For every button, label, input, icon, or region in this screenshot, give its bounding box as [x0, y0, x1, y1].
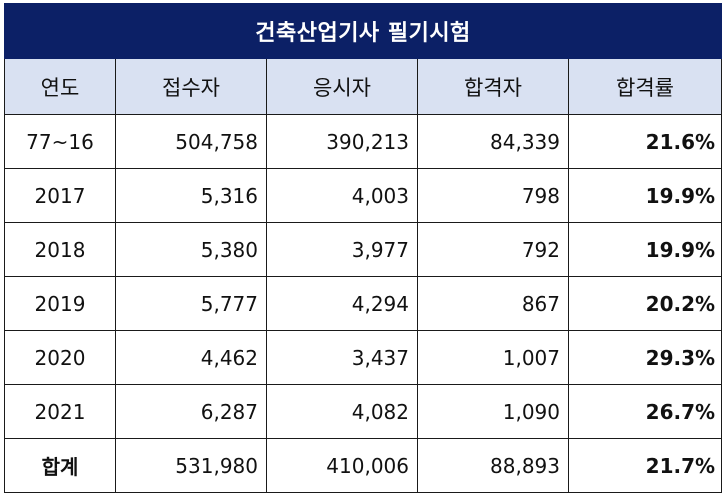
applicants-cell: 5,777	[115, 276, 267, 331]
passers-cell: 84,339	[417, 114, 569, 169]
table-row: 2019 5,777 4,294 867 20.2%	[4, 276, 723, 331]
pass-rate-cell: 20.2%	[567, 276, 723, 331]
header-examinees: 응시자	[266, 58, 418, 115]
applicants-cell: 5,380	[115, 222, 267, 277]
examinees-cell: 390,213	[266, 114, 418, 169]
total-passers-cell: 88,893	[417, 438, 569, 493]
table-row: 2017 5,316 4,003 798 19.9%	[4, 168, 723, 223]
exam-stats-table: 건축산업기사 필기시험 연도 접수자 응시자 합격자 합격률 77~16 504…	[3, 3, 723, 493]
pass-rate-cell: 19.9%	[567, 222, 723, 277]
year-cell: 2021	[4, 384, 116, 439]
passers-cell: 1,090	[417, 384, 569, 439]
header-applicants: 접수자	[115, 58, 267, 115]
total-examinees-cell: 410,006	[266, 438, 418, 493]
passers-cell: 1,007	[417, 330, 569, 385]
header-year: 연도	[4, 58, 116, 115]
passers-cell: 867	[417, 276, 569, 331]
pass-rate-cell: 29.3%	[567, 330, 723, 385]
year-cell: 2018	[4, 222, 116, 277]
examinees-cell: 4,082	[266, 384, 418, 439]
table-row: 2020 4,462 3,437 1,007 29.3%	[4, 330, 723, 385]
pass-rate-cell: 19.9%	[567, 168, 723, 223]
exam-stats-table-container: 건축산업기사 필기시험 연도 접수자 응시자 합격자 합격률 77~16 504…	[3, 3, 723, 493]
year-cell: 2017	[4, 168, 116, 223]
table-row: 77~16 504,758 390,213 84,339 21.6%	[4, 114, 723, 169]
pass-rate-cell: 21.6%	[567, 114, 723, 169]
total-label: 합계	[4, 438, 116, 493]
header-pass-rate: 합격률	[567, 58, 723, 115]
applicants-cell: 504,758	[115, 114, 267, 169]
examinees-cell: 3,977	[266, 222, 418, 277]
examinees-cell: 4,294	[266, 276, 418, 331]
title-row: 건축산업기사 필기시험	[3, 3, 723, 59]
total-row: 합계 531,980 410,006 88,893 21.7%	[4, 438, 723, 493]
year-cell: 77~16	[4, 114, 116, 169]
examinees-cell: 4,003	[266, 168, 418, 223]
table-title: 건축산업기사 필기시험	[3, 3, 723, 59]
applicants-cell: 4,462	[115, 330, 267, 385]
total-pass-rate-cell: 21.7%	[567, 438, 723, 493]
header-row: 연도 접수자 응시자 합격자 합격률	[4, 58, 723, 115]
applicants-cell: 6,287	[115, 384, 267, 439]
year-cell: 2020	[4, 330, 116, 385]
year-cell: 2019	[4, 276, 116, 331]
total-applicants-cell: 531,980	[115, 438, 267, 493]
table-row: 2018 5,380 3,977 792 19.9%	[4, 222, 723, 277]
pass-rate-cell: 26.7%	[567, 384, 723, 439]
passers-cell: 792	[417, 222, 569, 277]
applicants-cell: 5,316	[115, 168, 267, 223]
examinees-cell: 3,437	[266, 330, 418, 385]
table-row: 2021 6,287 4,082 1,090 26.7%	[4, 384, 723, 439]
header-passers: 합격자	[417, 58, 569, 115]
passers-cell: 798	[417, 168, 569, 223]
